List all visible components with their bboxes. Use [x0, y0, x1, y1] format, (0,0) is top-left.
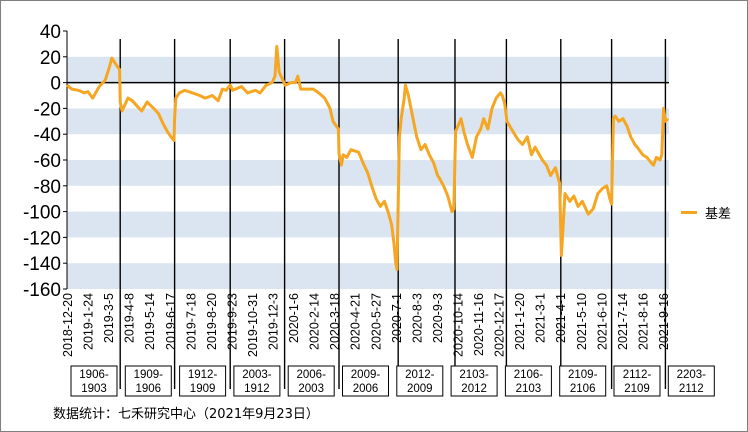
x-tick-label: 2021-9-16: [657, 293, 671, 350]
grid-band: [67, 211, 669, 238]
contract-label-bottom: 2012: [461, 383, 487, 395]
contract-label-bottom: 2112: [679, 383, 704, 395]
x-tick-label: 2019-4-8: [123, 293, 137, 343]
basis-series-line: [66, 45, 669, 272]
x-tick-label: 2019-7-18: [184, 293, 198, 350]
x-tick-label: 2020-12-17: [493, 293, 507, 357]
contract-label-box: [504, 365, 552, 397]
contract-label-bottom: 2109: [624, 383, 650, 395]
contract-label-bottom: 2106: [570, 383, 596, 395]
grid-band: [67, 56, 669, 83]
x-tick-label: 2020-10-14: [451, 293, 465, 357]
contract-label-bottom: 1909: [190, 383, 216, 395]
x-tick-label: 2021-8-16: [636, 293, 650, 350]
y-tick-label: -160: [23, 280, 61, 301]
y-tick-label: -40: [34, 125, 61, 146]
y-tick-label: 40: [40, 22, 61, 43]
footer-source-text: 数据统计：七禾研究中心（2021年9月23日）: [53, 407, 319, 422]
contract-label-top: 2109-: [568, 369, 598, 381]
y-tick-label: -80: [34, 177, 61, 198]
contract-label-top: 1906-: [79, 369, 109, 381]
contract-label-bottom: 1903: [81, 383, 107, 395]
contract-label-box: [287, 365, 335, 397]
contract-label-bottom: 1912: [244, 383, 270, 395]
x-tick-label: 2020-4-21: [349, 293, 363, 350]
x-tick-label: 2020-9-3: [431, 293, 445, 343]
x-tick-label: 2020-2-14: [308, 293, 322, 350]
x-tick-label: 2019-5-14: [143, 293, 157, 350]
grid-band: [67, 263, 669, 289]
contract-label-bottom: 1906: [136, 383, 162, 395]
contract-label-box: [70, 365, 118, 397]
contract-label-top: 2112-: [623, 369, 652, 381]
x-tick-label: 2021-3-1: [534, 293, 548, 343]
contract-label-bottom: 2009: [407, 383, 433, 395]
contract-label-top: 2012-: [405, 369, 435, 381]
x-tick-label: 2018-12-20: [61, 293, 75, 357]
contract-label-top: 2203-: [677, 369, 707, 381]
x-tick-label: 2019-10-31: [246, 293, 260, 357]
contract-label-top: 2106-: [514, 369, 544, 381]
x-tick-label: 2020-1-6: [287, 293, 301, 343]
contract-label-box: [396, 365, 444, 397]
contract-label-top: 2003-: [242, 369, 272, 381]
contract-label-top: 2006-: [296, 369, 326, 381]
x-tick-label: 2019-1-24: [82, 293, 96, 350]
x-tick-label: 2020-11-16: [472, 293, 486, 356]
contract-label-box: [179, 365, 227, 397]
x-tick-label: 2020-5-27: [369, 293, 383, 350]
contract-label-box: [667, 365, 715, 397]
x-tick-label: 2021-7-14: [616, 293, 630, 350]
y-tick-label: -20: [34, 99, 61, 120]
legend-swatch: [681, 211, 697, 214]
x-tick-label: 2020-8-3: [410, 293, 424, 343]
contract-label-box: [613, 365, 661, 397]
contract-label-top: 1912-: [188, 369, 218, 381]
y-tick-label: -100: [23, 203, 61, 224]
x-tick-label: 2019-3-5: [102, 293, 116, 343]
contract-label-box: [559, 365, 607, 397]
x-tick-label: 2019-6-17: [164, 293, 178, 350]
contract-label-bottom: 2003: [298, 383, 324, 395]
contract-label-top: 2103-: [459, 369, 489, 381]
y-tick-label: 20: [40, 48, 61, 69]
x-tick-label: 2021-5-10: [575, 293, 589, 350]
x-tick-label: 2021-6-10: [595, 293, 609, 350]
y-tick-label: -60: [34, 151, 61, 172]
contract-label-box: [233, 365, 281, 397]
contract-label-bottom: 2103: [516, 383, 542, 395]
legend-label: 基差: [705, 207, 732, 222]
contract-label-box: [124, 365, 172, 397]
contract-label-box: [450, 365, 498, 397]
x-tick-label: 2020-3-18: [328, 293, 342, 350]
contract-label-top: 2009-: [351, 369, 381, 381]
y-tick-label: -140: [23, 254, 61, 275]
x-tick-label: 2021-1-20: [513, 293, 527, 350]
x-tick-label: 2019-8-20: [205, 293, 219, 350]
y-tick-label: 0: [50, 74, 61, 95]
x-tick-label: 2019-9-23: [225, 293, 239, 350]
y-tick-label: -120: [23, 228, 61, 249]
legend: 基差: [681, 203, 731, 222]
x-tick-label: 2019-12-3: [267, 293, 281, 350]
x-tick-label: 2020-7-1: [390, 293, 404, 343]
contract-label-top: 1909-: [134, 369, 164, 381]
contract-label-box: [342, 365, 389, 397]
contract-label-bottom: 2006: [353, 383, 379, 395]
